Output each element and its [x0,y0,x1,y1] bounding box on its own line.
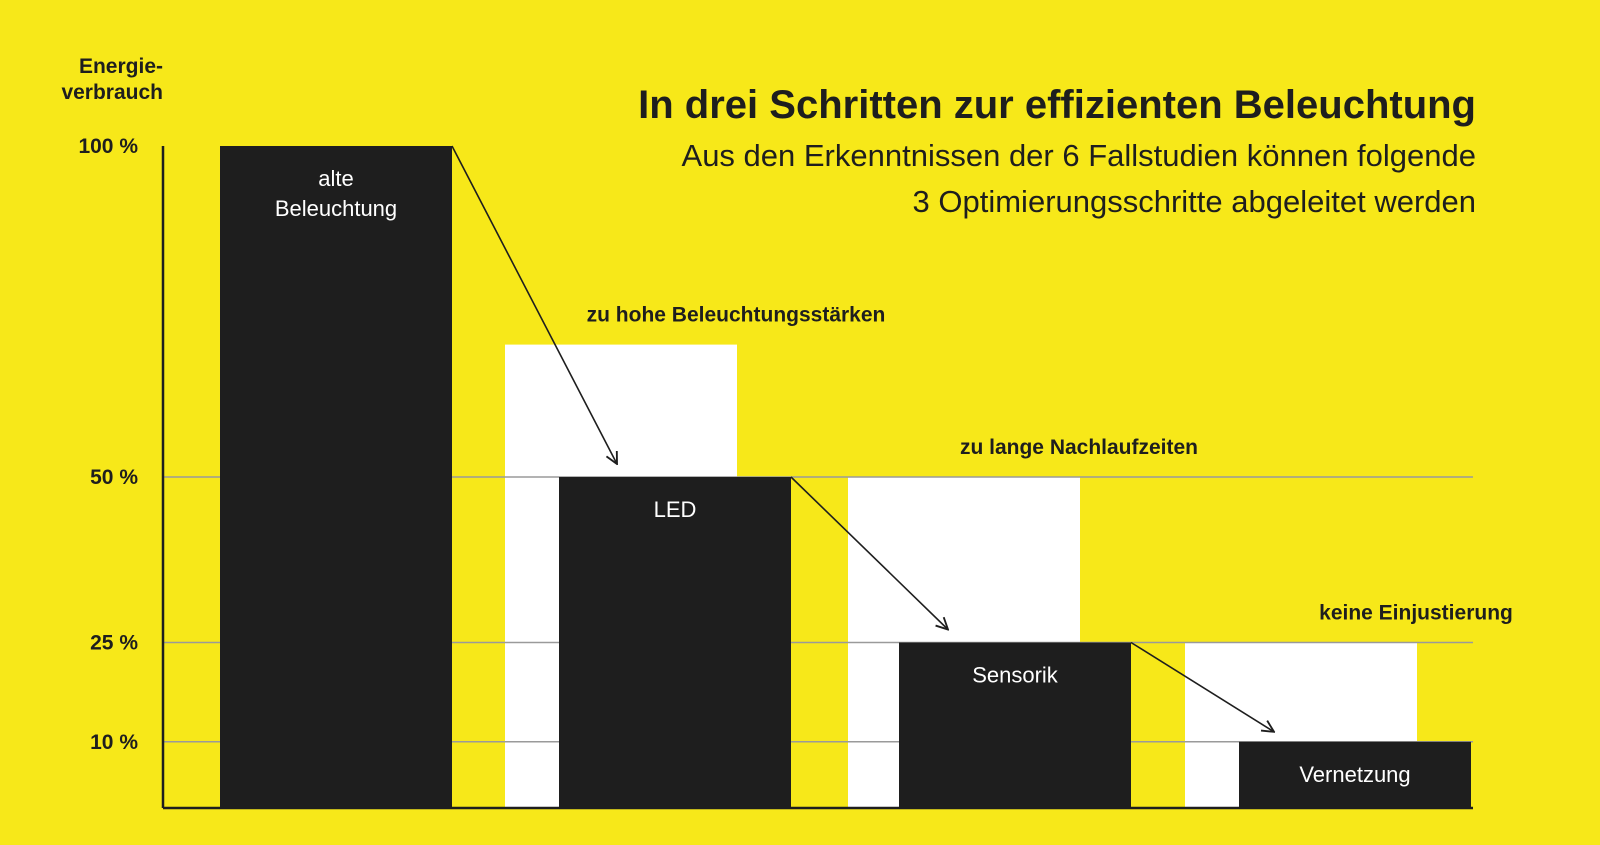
bar-label-4: Vernetzung [1299,762,1410,787]
plot-area: 100 % 50 % 25 % 10 % alte Beleuchtung LED Senso… [78,135,1513,810]
chart-subtitle-line-2: 3 Optimierungsschritte abgeleitet werden [913,184,1476,219]
chart-subtitle-line-1: Aus den Erkenntnissen der 6 Fallstudien … [682,138,1476,173]
y-tick-label-100: 100 % [78,135,138,158]
step-arrow-1 [451,145,617,464]
step-label-1: zu hohe Beleuchtungsstärken [587,304,886,327]
y-tick-label-50: 50 % [90,466,138,489]
chart-title: In drei Schritten zur effizienten Beleuc… [638,83,1476,127]
bar-label-3: Sensorik [972,663,1059,688]
y-tick-label-25: 25 % [90,632,138,655]
step-arrow-2 [790,476,948,630]
step-label-2: zu lange Nachlaufzeiten [960,436,1198,459]
y-axis-label-line-1: Energie- [79,55,163,78]
bar-1 [220,146,452,808]
y-tick-label-10: 10 % [90,731,138,754]
bar-4 [1239,741,1471,808]
step-label-3: keine Einjustierung [1319,602,1513,625]
y-axis-label-line-2: verbrauch [61,81,163,104]
bar-label-2: LED [654,497,697,522]
bar-label-1-line-1: alte [318,166,353,191]
bar-3 [899,642,1131,808]
bar-label-1-line-2: Beleuchtung [275,196,397,221]
step-arrow-3 [1130,641,1274,732]
bar-2 [559,477,791,808]
